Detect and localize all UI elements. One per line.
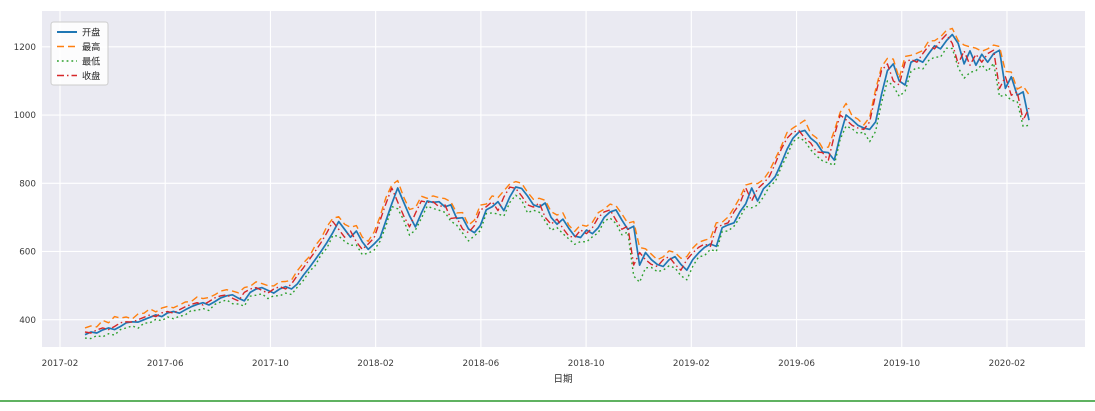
x-tick-label: 2020-02: [989, 359, 1026, 369]
y-tick-label: 600: [19, 248, 36, 258]
x-tick-label: 2018-06: [462, 359, 499, 369]
legend-label-low: 最低: [82, 56, 100, 68]
y-tick-label: 400: [19, 316, 36, 326]
y-axis-tick-labels: 400 600 800 1000 1200: [14, 43, 37, 326]
y-tick-label: 1000: [14, 111, 37, 121]
series-line-最高: [84, 27, 1030, 329]
legend-label-high: 最高: [82, 41, 100, 53]
x-tick-label: 2019-02: [673, 359, 710, 369]
series-line-开盘: [84, 33, 1030, 336]
x-tick-label: 2017-10: [252, 359, 289, 369]
y-tick-label: 800: [19, 179, 36, 189]
legend: 开盘 最高 最低 收盘: [50, 21, 109, 86]
y-tick-label: 1200: [14, 43, 37, 53]
legend-box: [50, 21, 109, 86]
x-tick-label: 2018-02: [357, 359, 394, 369]
series-line-最低: [84, 47, 1030, 340]
x-tick-label: 2018-10: [568, 359, 605, 369]
bottom-separator-line: [0, 400, 1095, 402]
x-axis-tick-labels: 2017-02 2017-06 2017-10 2018-02 2018-06 2018-…: [42, 359, 1026, 369]
plot-area: [42, 11, 1085, 347]
x-tick-label: 2019-10: [883, 359, 920, 369]
x-tick-label: 2019-06: [778, 359, 815, 369]
series-line-收盘: [84, 33, 1030, 334]
series-lines: [84, 27, 1030, 340]
x-tick-label: 2017-02: [42, 359, 79, 369]
x-tick-label: 2017-06: [147, 359, 184, 369]
legend-label-open: 开盘: [82, 27, 100, 39]
x-axis-label: 日期: [553, 374, 572, 385]
legend-label-close: 收盘: [82, 70, 100, 82]
grid-lines: [42, 11, 1085, 347]
